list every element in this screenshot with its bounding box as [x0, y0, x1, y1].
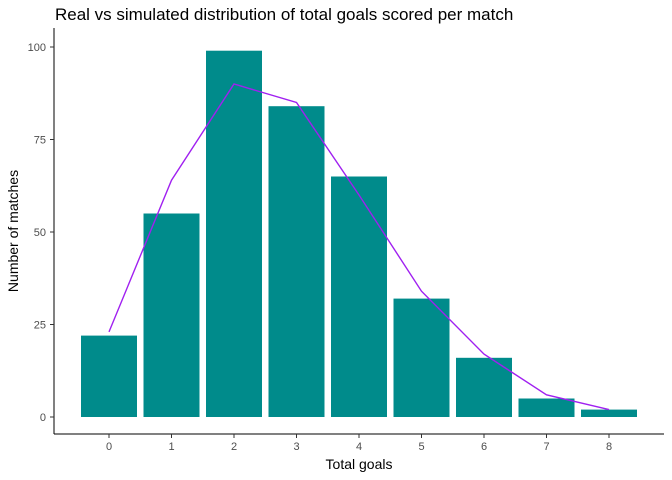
bar-1	[143, 213, 200, 417]
x-tick-label-7: 7	[543, 441, 549, 453]
x-tick-label-1: 1	[168, 441, 174, 453]
y-axis-title: Number of matches	[5, 170, 21, 292]
y-tick-label-50: 50	[34, 227, 46, 239]
x-axis-title: Total goals	[326, 456, 393, 472]
line-group	[108, 83, 610, 411]
bar-0	[81, 335, 137, 417]
bars-group	[81, 50, 637, 417]
bar-6	[456, 357, 512, 417]
y-ticks: 0 25 50 75 100	[28, 42, 54, 424]
bar-5	[393, 298, 450, 417]
bar-2	[206, 50, 262, 417]
x-tick-label-2: 2	[231, 441, 237, 453]
y-tick-label-100: 100	[28, 42, 46, 54]
bar-7	[518, 398, 575, 417]
simulated-line	[108, 83, 610, 411]
x-tick-label-8: 8	[606, 441, 612, 453]
x-tick-label-5: 5	[418, 441, 424, 453]
x-tick-label-4: 4	[356, 441, 362, 453]
x-ticks: 0 1 2 3 4 5 6 7 8	[106, 434, 612, 453]
y-tick-label-0: 0	[40, 412, 46, 424]
x-tick-label-0: 0	[106, 441, 112, 453]
chart-title: Real vs simulated distribution of total …	[55, 5, 513, 24]
x-tick-label-6: 6	[481, 441, 487, 453]
y-tick-label-25: 25	[34, 320, 46, 332]
bar-3	[268, 106, 325, 417]
bar-4	[331, 176, 387, 417]
y-tick-label-75: 75	[34, 135, 46, 147]
bar-8	[581, 409, 637, 417]
x-tick-label-3: 3	[293, 441, 299, 453]
